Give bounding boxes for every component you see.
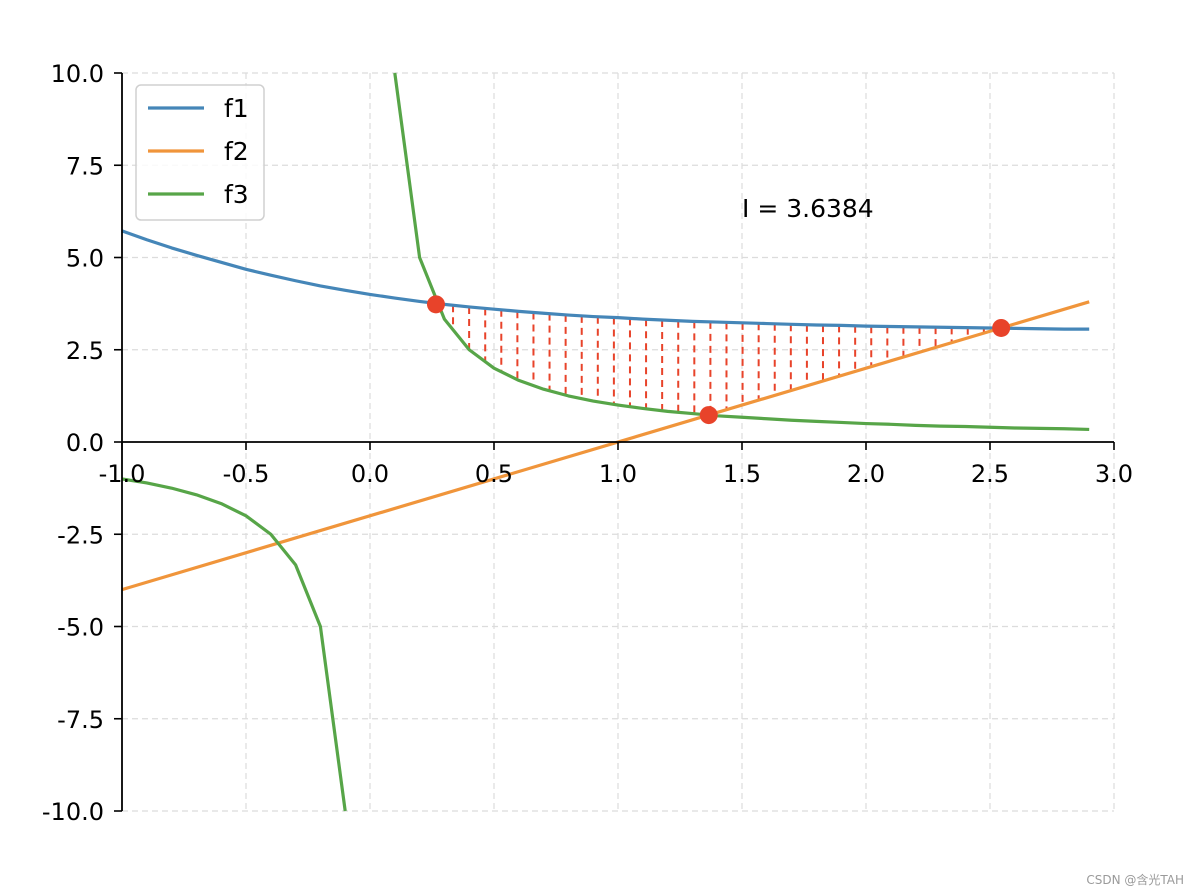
y-tick-label: -10.0 (42, 798, 104, 826)
series-line-f3 (121, 477, 347, 812)
x-tick-label: 2.0 (847, 460, 885, 488)
x-tick-label: 0.5 (475, 460, 513, 488)
y-tick-label: 5.0 (66, 245, 104, 273)
y-tick-label: 2.5 (66, 337, 104, 365)
legend: f1 f2 f3 (135, 84, 265, 221)
grid (121, 72, 1115, 812)
legend-label-f2: f2 (224, 137, 249, 166)
series-line-f2 (121, 300, 1090, 592)
x-tick-label: 1.0 (599, 460, 637, 488)
y-tick-label: 0.0 (66, 429, 104, 457)
x-tick-label: 0.0 (351, 460, 389, 488)
intersection-point (699, 406, 718, 425)
legend-label-f3: f3 (224, 180, 249, 209)
series-line-f3 (393, 72, 1090, 432)
series-lines (121, 72, 1090, 812)
intersection-point (426, 295, 445, 314)
x-tick-label: -0.5 (223, 460, 270, 488)
legend-label-f1: f1 (224, 94, 249, 123)
ticks: -1.0 -0.5 0.0 0.5 1.0 1.5 2.0 2.5 3.0 10.0 7.5 5.0 2… (42, 60, 1133, 826)
watermark: CSDN @含光TAH (1086, 873, 1184, 887)
x-tick-label: 2.5 (971, 460, 1009, 488)
y-tick-label: -2.5 (57, 521, 104, 549)
intersection-points (426, 295, 1011, 425)
integral-annotation: I = 3.6384 (742, 194, 874, 223)
integral-hatch-region (452, 305, 1001, 415)
y-tick-label: -7.5 (57, 706, 104, 734)
y-tick-label: -5.0 (57, 614, 104, 642)
x-tick-label: -1.0 (99, 460, 146, 488)
intersection-point (992, 318, 1011, 337)
y-tick-label: 10.0 (51, 60, 104, 88)
y-tick-label: 7.5 (66, 152, 104, 180)
x-tick-label: 1.5 (723, 460, 761, 488)
x-tick-label: 3.0 (1095, 460, 1133, 488)
series-line-f1 (121, 229, 1090, 331)
